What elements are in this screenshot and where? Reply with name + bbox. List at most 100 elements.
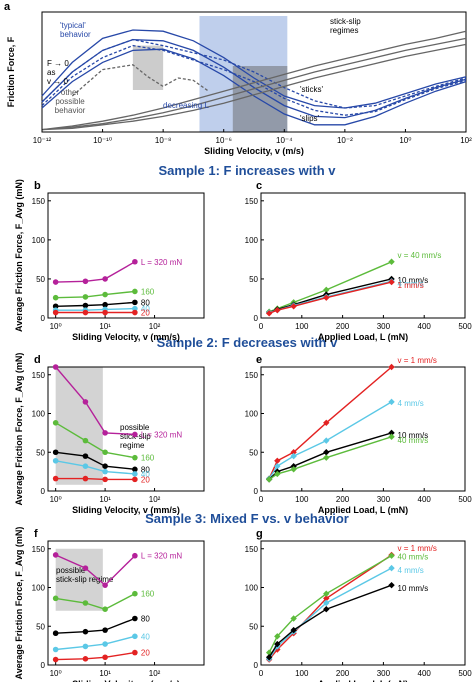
stick-slip-label-f: possible [56,566,86,575]
x-tick-label-e: 500 [458,495,472,504]
section-title-3: Sample 3: Mixed F vs. v behavior [145,511,349,526]
y-tick-label-g: 100 [245,584,259,593]
data-point-g [323,599,330,607]
x-tick-label-c: 200 [336,322,350,331]
x-tick-label-g: 100 [295,669,309,678]
series-line-c-3 [268,281,392,314]
x-tick-label-f: 10² [149,669,161,678]
series-line-a-4 [41,44,467,116]
data-point-d [102,449,108,456]
x-tick-label-a: 10⁻² [337,136,353,145]
data-point-d [132,454,138,461]
series-line-a-0 [41,29,467,109]
x-axis-label-g: Applied Load, L (mN) [318,679,408,682]
data-point-d [52,449,59,456]
series-line-d-1 [55,422,136,459]
series-label-e: 4 mm/s [398,399,424,408]
data-point-d [102,430,108,436]
panel-letter-f: f [34,528,38,540]
series-line-b-2 [55,301,135,307]
data-point-e [323,454,330,461]
y-tick-label-c: 150 [245,197,259,206]
series-label-d: 80 [141,465,150,474]
data-point-d [82,399,89,405]
series-label-c: 4 mm/s [398,279,424,288]
data-point-e [290,466,297,473]
data-point-f [102,654,108,661]
data-point-d [132,466,138,473]
x-axis-label-b: Sliding Velocity, v (mm/s) [72,332,180,342]
data-point-d [82,437,89,444]
data-point-b [132,299,138,306]
data-point-b [52,309,59,316]
data-point-b [82,302,89,309]
x-tick-label-g: 200 [336,669,350,678]
data-point-c [388,278,395,286]
data-point-c [265,310,273,317]
x-tick-label-a: 10⁰ [399,136,411,145]
x-tick-label-g: 300 [377,669,391,678]
plot-frame-b [47,192,205,319]
series-line-a-5 [41,30,467,131]
panel-letter-b: b [34,180,41,192]
data-point-b [132,309,138,316]
data-point-b [82,278,89,285]
y-tick-label-b: 150 [32,197,46,206]
data-point-b [82,309,89,316]
data-point-g [388,581,395,589]
data-point-b [52,279,59,285]
x-tick-label-e: 0 [259,495,264,504]
x-tick-label-a: 10⁻⁴ [276,136,293,145]
x-tick-label-a: 10⁻⁶ [216,136,232,145]
annotation-a: other [61,88,80,97]
data-point-d [132,476,138,483]
y-tick-label-c: 0 [254,314,259,323]
y-tick-label-e: 0 [254,487,259,496]
y-tick-label-d: 150 [32,371,46,380]
x-tick-label-e: 300 [377,495,391,504]
x-tick-label-a: 10² [460,136,472,145]
data-point-f [132,590,138,597]
x-tick-label-d: 10⁰ [50,495,62,504]
data-point-g [323,606,330,613]
data-point-f [82,628,89,635]
x-tick-label-e: 100 [295,495,309,504]
data-point-f [82,656,89,662]
series-line-g-2 [268,567,392,660]
data-point-b [102,276,108,282]
series-label-c: 10 mm/s [398,276,429,285]
panel-a: a 10⁻¹² 10⁻¹⁰ 10⁻⁸ 10⁻⁶ 10⁻⁴ 10⁻² 10⁰ 10² Sliding… [4,1,472,156]
data-point-d [132,471,138,477]
y-tick-label-c: 100 [245,236,259,245]
y-tick-label-f: 150 [32,545,46,554]
plot-frame-g [260,540,466,666]
series-label-d: L = 320 mN [141,430,183,439]
series-label-f: L = 320 mN [141,552,183,561]
x-tick-label-c: 300 [377,322,391,331]
x-tick-label-c: 0 [259,322,264,331]
y-tick-label-g: 150 [245,545,259,554]
panel-e: e 0 50 100 150 0 100 200 300 400 500 Applied Load, … [245,354,473,515]
series-label-e: 10 mm/s [398,431,429,440]
y-axis-label-b: Average Friction Force, F_Avg (mN) [14,179,24,332]
y-tick-label-g: 0 [254,661,259,670]
series-line-f-0 [55,554,136,587]
data-point-f [132,615,138,622]
x-tick-label-c: 400 [418,322,432,331]
data-point-e [274,470,281,478]
series-line-a-6 [41,37,467,131]
y-tick-label-b: 50 [36,275,45,284]
data-point-e [290,452,297,460]
x-tick-label-c: 500 [458,322,472,331]
data-point-f [82,643,89,650]
series-label-d: 20 [141,475,150,484]
series-label-b: L = 320 mN [141,258,183,267]
series-line-b-1 [55,290,135,299]
y-tick-label-d: 50 [36,448,45,457]
data-point-f [132,649,138,656]
panel-letter-e: e [256,354,262,366]
series-label-f: 20 [141,649,150,658]
data-point-f [52,552,59,558]
